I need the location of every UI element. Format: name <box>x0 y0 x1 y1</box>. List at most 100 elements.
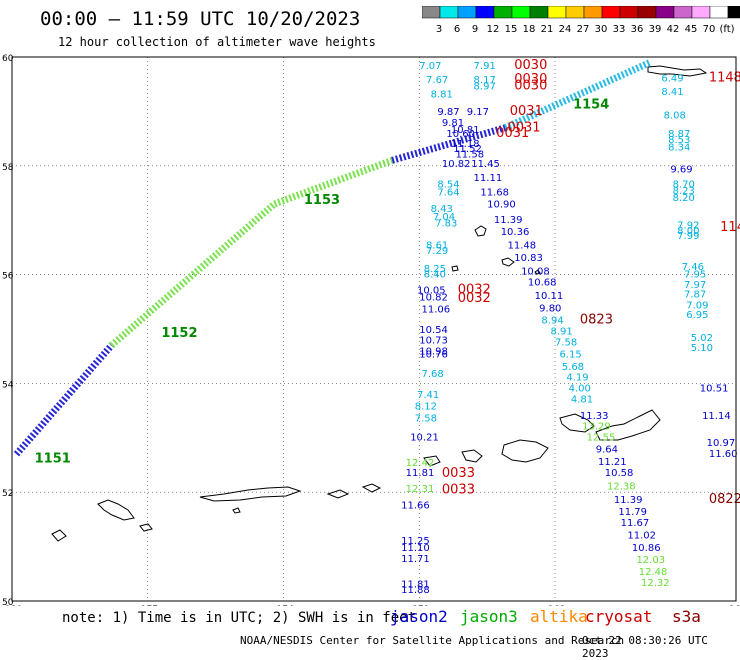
wave-height-label: 11.67 <box>621 518 650 529</box>
wave-height-label: 7.46 <box>682 262 704 273</box>
wave-height-label: 8.81 <box>431 89 453 100</box>
wave-height-label: 11.25 <box>401 536 430 547</box>
wave-height-label: 10.98 <box>419 347 448 358</box>
wave-height-label: 8.40 <box>424 269 446 280</box>
wave-height-label: 11.60 <box>709 449 738 460</box>
wave-height-label: 7.95 <box>684 269 706 280</box>
wave-height-label: 9.87 <box>437 107 459 118</box>
map-frame <box>11 56 737 602</box>
wave-height-label: 11.06 <box>422 305 451 316</box>
colorbar-label: 33 <box>613 24 626 35</box>
wave-height-label: 5.02 <box>691 333 713 344</box>
track-time-label: 1151 <box>35 451 71 466</box>
wave-height-label: 6.95 <box>686 310 708 321</box>
wave-height-label: 11.52 <box>453 144 482 155</box>
wave-height-label: 7.97 <box>684 280 706 291</box>
wave-height-label: 6.15 <box>560 349 582 360</box>
coastline <box>595 409 661 441</box>
coastline <box>139 523 153 532</box>
lon-tick-label: -164 <box>726 605 740 606</box>
wave-height-label: 10.90 <box>487 200 516 211</box>
wave-height-label: 8.23 <box>673 186 695 197</box>
wave-height-label: 4.19 <box>566 373 588 384</box>
wave-height-label: 8.87 <box>668 129 690 140</box>
wave-height-label: 10.05 <box>417 286 446 297</box>
lat-tick-label: 56 <box>2 272 14 282</box>
wave-height-label: 11.71 <box>401 554 430 565</box>
wave-height-label: 11.58 <box>455 150 484 161</box>
colorbar-label: 3 <box>436 24 442 35</box>
wave-height-label: 0822 <box>709 492 740 507</box>
lat-tick-label: 54 <box>2 380 14 390</box>
wave-height-label: 9.80 <box>539 304 561 315</box>
wave-height-label: 7.29 <box>426 246 448 257</box>
wave-height-label: 10.86 <box>632 543 661 554</box>
wave-height-label: 0030 <box>514 72 547 87</box>
altimeter-tracks <box>13 59 652 457</box>
wave-height-label: 5.68 <box>562 362 584 373</box>
track-time-label: 1154 <box>573 98 609 113</box>
coastline <box>451 265 459 272</box>
wave-height-label: 12.31 <box>406 484 435 495</box>
wave-height-label: 8.25 <box>424 264 446 275</box>
wave-height-label: 8.94 <box>541 316 563 327</box>
wave-height-label: 10.08 <box>521 267 550 278</box>
legend-entry-jason2: jason2 <box>390 607 448 626</box>
colorbar-label: 12 <box>487 24 500 35</box>
wave-height-label: 11.79 <box>618 507 647 518</box>
wave-height-label: 1148 <box>709 70 740 85</box>
wave-height-label: 10.82 <box>419 293 448 304</box>
coastline <box>647 65 708 77</box>
wave-height-label: 7.09 <box>686 300 708 311</box>
wave-height-label: 12.48 <box>639 567 668 578</box>
wave-height-label: 8.34 <box>668 143 690 154</box>
color-scale-bar: 3 6 9 12 15 18 21 24 27 30 33 36 39 42 45 70 (ft) <box>422 6 740 35</box>
wave-height-label: 8.08 <box>664 110 686 121</box>
coastline-layer <box>51 65 708 542</box>
wave-height-label: 11.39 <box>494 215 523 226</box>
wave-height-label: 8.70 <box>673 180 695 191</box>
wave-height-label: 11.81 <box>406 468 435 479</box>
wave-height-label: 9.64 <box>596 444 618 455</box>
colorbar-label: 18 <box>523 24 536 35</box>
wave-height-label: 10.21 <box>410 433 439 444</box>
wave-height-label: 7.91 <box>474 61 496 72</box>
coastline <box>423 455 441 467</box>
coastline <box>361 483 382 493</box>
colorbar-label: 45 <box>685 24 698 35</box>
wave-height-label: 8.54 <box>437 180 459 191</box>
wave-height-label: 0031 <box>507 121 540 136</box>
wave-height-map: 50 52 54 56 58 60 -180 -177 -174 -171 -168 -164 7.0… <box>2 54 740 606</box>
wave-height-label: 0030 <box>514 79 547 94</box>
wave-height-label: 0032 <box>458 283 491 298</box>
wave-height-label: 10.83 <box>514 253 543 264</box>
generated-date: Oct 22 08:30:26 UTC 2023 <box>582 634 708 660</box>
colorbar-label: 21 <box>541 24 554 35</box>
wave-height-label: 8.97 <box>474 82 496 93</box>
lat-tick-label: 50 <box>2 598 14 606</box>
coastline <box>534 269 541 275</box>
wave-height-label: 11.18 <box>451 139 480 150</box>
wave-height-label: 9.17 <box>467 107 489 118</box>
wave-height-label: 13.29 <box>582 422 611 433</box>
wave-height-label: 8.91 <box>550 326 572 337</box>
wave-height-label: 8.12 <box>415 402 437 413</box>
coastline <box>461 449 483 463</box>
wave-height-label: 11.21 <box>598 457 627 468</box>
page-subtitle: 12 hour collection of altimeter wave hei… <box>58 35 376 49</box>
colorbar-label: 42 <box>667 24 680 35</box>
wave-height-label: 10.73 <box>419 336 448 347</box>
wave-height-label: 10.58 <box>605 468 634 479</box>
wave-height-label: 8.00 <box>677 226 699 237</box>
wave-height-label: 11.66 <box>401 501 430 512</box>
wave-height-label: 7.04 <box>433 212 455 223</box>
wave-height-label: 8.61 <box>426 240 448 251</box>
coastline <box>232 507 241 514</box>
wave-height-label: 8.17 <box>474 75 496 86</box>
wave-height-label: 7.41 <box>417 390 439 401</box>
wave-height-label: 7.67 <box>426 75 448 86</box>
lon-tick-label: -174 <box>273 605 294 606</box>
wave-height-label: 10.97 <box>707 438 736 449</box>
track-time-label: 1152 <box>161 326 197 341</box>
wave-height-label: 9.69 <box>670 164 692 175</box>
